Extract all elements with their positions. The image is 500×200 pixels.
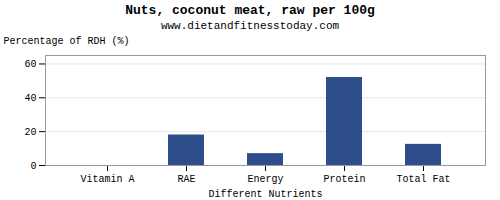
html-text:www.dietandfitnesstoday.com: www.dietandfitnesstoday.com xyxy=(160,20,340,32)
svg-text:Percentage of RDH (%): Percentage of RDH (%) xyxy=(4,36,130,47)
svg-text:Energy: Energy xyxy=(247,174,283,185)
svg-text:Total Fat: Total Fat xyxy=(396,174,450,185)
svg-text:Vitamin A: Vitamin A xyxy=(80,174,134,185)
svg-text:0: 0 xyxy=(30,161,36,172)
svg-text:20: 20 xyxy=(24,127,36,138)
html-text:Nuts, coconut meat, raw per 10: Nuts, coconut meat, raw per 100g xyxy=(125,3,375,18)
svg-text:40: 40 xyxy=(24,93,36,104)
svg-text:RAE: RAE xyxy=(177,174,195,185)
svg-text:60: 60 xyxy=(24,59,36,70)
svg-text:Protein: Protein xyxy=(323,174,365,185)
svg-text:Different Nutrients: Different Nutrients xyxy=(208,189,322,200)
